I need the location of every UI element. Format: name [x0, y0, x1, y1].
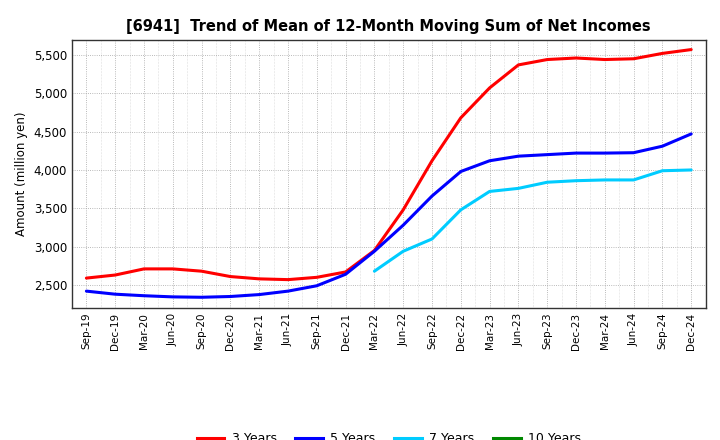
7 Years [370, 268, 379, 274]
5 Years [514, 154, 523, 159]
Line: 3 Years: 3 Years [86, 50, 691, 280]
7 Years [658, 168, 667, 173]
3 Years [514, 62, 523, 68]
Legend: 3 Years, 5 Years, 7 Years, 10 Years: 3 Years, 5 Years, 7 Years, 10 Years [192, 427, 586, 440]
3 Years [111, 272, 120, 278]
3 Years [658, 51, 667, 56]
3 Years [312, 275, 321, 280]
3 Years [370, 248, 379, 253]
5 Years [255, 292, 264, 297]
5 Years [197, 295, 206, 300]
3 Years [82, 275, 91, 281]
7 Years [485, 189, 494, 194]
3 Years [226, 274, 235, 279]
7 Years [629, 177, 638, 183]
5 Years [370, 249, 379, 254]
3 Years [485, 85, 494, 91]
3 Years [428, 158, 436, 163]
Y-axis label: Amount (million yen): Amount (million yen) [15, 112, 28, 236]
3 Years [197, 268, 206, 274]
5 Years [428, 194, 436, 199]
5 Years [456, 169, 465, 174]
5 Years [312, 283, 321, 288]
5 Years [140, 293, 148, 298]
3 Years [399, 207, 408, 213]
3 Years [543, 57, 552, 62]
3 Years [629, 56, 638, 62]
5 Years [687, 131, 696, 136]
7 Years [456, 207, 465, 213]
3 Years [284, 277, 292, 282]
5 Years [629, 150, 638, 155]
5 Years [572, 150, 580, 156]
5 Years [82, 289, 91, 294]
5 Years [111, 292, 120, 297]
7 Years [399, 249, 408, 254]
3 Years [255, 276, 264, 282]
5 Years [658, 143, 667, 149]
5 Years [600, 150, 609, 156]
3 Years [600, 57, 609, 62]
7 Years [514, 186, 523, 191]
7 Years [543, 180, 552, 185]
3 Years [456, 115, 465, 121]
3 Years [168, 266, 177, 271]
Title: [6941]  Trend of Mean of 12-Month Moving Sum of Net Incomes: [6941] Trend of Mean of 12-Month Moving … [127, 19, 651, 34]
5 Years [543, 152, 552, 157]
3 Years [341, 269, 350, 275]
7 Years [572, 178, 580, 183]
Line: 5 Years: 5 Years [86, 134, 691, 297]
Line: 7 Years: 7 Years [374, 170, 691, 271]
3 Years [572, 55, 580, 61]
5 Years [168, 294, 177, 300]
5 Years [485, 158, 494, 163]
3 Years [687, 47, 696, 52]
7 Years [600, 177, 609, 183]
5 Years [399, 223, 408, 228]
5 Years [226, 294, 235, 299]
7 Years [428, 236, 436, 242]
3 Years [140, 266, 148, 271]
5 Years [284, 289, 292, 294]
7 Years [687, 167, 696, 172]
5 Years [341, 271, 350, 277]
